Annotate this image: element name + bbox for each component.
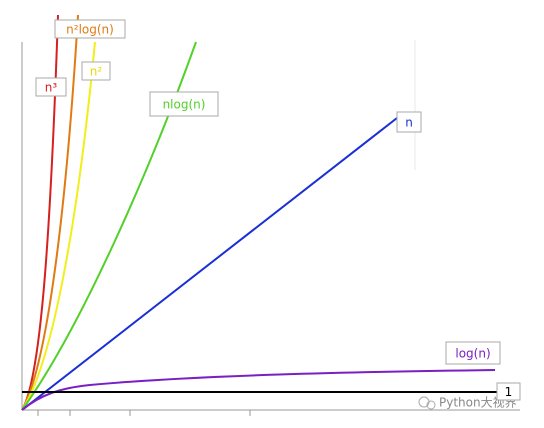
label-box	[396, 111, 422, 133]
series-label: nlog(n)	[163, 98, 206, 112]
label-box	[54, 19, 126, 39]
curve	[21, 41, 96, 411]
axis-ticks	[37, 410, 251, 416]
series-label: n	[405, 116, 413, 130]
label-box	[149, 91, 219, 117]
label-box	[81, 61, 111, 81]
curve	[21, 14, 79, 411]
label-box	[445, 341, 501, 365]
series-label: n²	[90, 65, 103, 79]
series-label: n²log(n)	[66, 23, 114, 37]
series-label: log(n)	[455, 347, 490, 361]
series-label: 1	[505, 385, 513, 399]
series-label: n³	[45, 81, 58, 95]
watermark-icon	[426, 400, 436, 410]
label-box	[35, 77, 67, 97]
label-box	[496, 382, 521, 401]
curve	[21, 117, 398, 411]
watermark-icon	[418, 396, 430, 408]
